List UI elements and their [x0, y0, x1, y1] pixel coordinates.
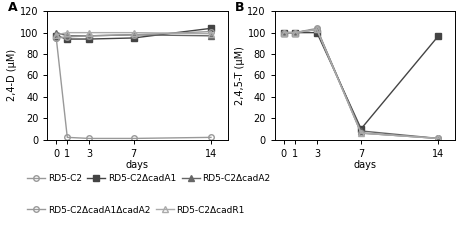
- Y-axis label: 2,4,5-T (μM): 2,4,5-T (μM): [235, 46, 245, 105]
- Text: A: A: [8, 1, 18, 14]
- Legend: RD5-C2ΔcadA1ΔcadA2, RD5-C2ΔcadR1: RD5-C2ΔcadA1ΔcadA2, RD5-C2ΔcadR1: [24, 202, 248, 218]
- Text: B: B: [235, 1, 245, 14]
- Y-axis label: 2,4-D (μM): 2,4-D (μM): [7, 49, 17, 101]
- X-axis label: days: days: [354, 160, 376, 170]
- Legend: RD5-C2, RD5-C2ΔcadA1, RD5-C2ΔcadA2: RD5-C2, RD5-C2ΔcadA1, RD5-C2ΔcadA2: [24, 171, 274, 187]
- X-axis label: days: days: [126, 160, 149, 170]
